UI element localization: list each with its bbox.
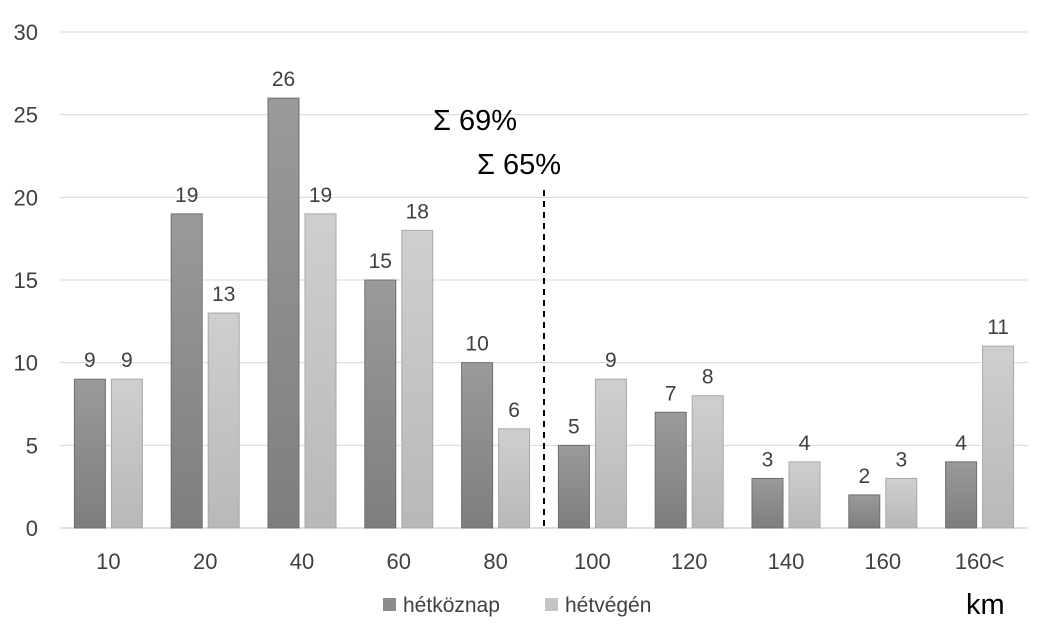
x-axis-unit-label: km (966, 589, 1005, 621)
data-label: 2 (858, 465, 870, 488)
bar-weekend (304, 213, 337, 529)
data-label: 3 (895, 448, 907, 471)
y-tick-label: 15 (14, 268, 38, 293)
y-axis-ticks: 0 5 10 15 20 25 30 (14, 20, 38, 541)
bar-weekend (110, 378, 143, 529)
data-label: 4 (955, 432, 967, 455)
y-tick-label: 20 (14, 185, 38, 210)
bar-weekday (945, 461, 978, 529)
data-label: 18 (406, 200, 429, 223)
y-tick-label: 30 (14, 20, 38, 45)
x-tick-label: 160 (864, 549, 901, 574)
x-tick-label: 140 (768, 549, 805, 574)
bar-weekend (788, 461, 821, 529)
data-label: 10 (465, 333, 488, 356)
annotation-sum-weekend: Σ 65% (477, 149, 561, 181)
bar-weekday (461, 362, 494, 529)
bar-weekend (691, 395, 724, 529)
data-label: 13 (212, 283, 235, 306)
bar-weekend (982, 345, 1015, 529)
bar-weekday (73, 378, 106, 529)
x-axis-ticks: 10 20 40 60 80 100 120 140 160 160< (96, 549, 1004, 574)
x-tick-label: 60 (387, 549, 411, 574)
legend-label-weekday: hétköznap (403, 594, 500, 617)
data-label: 3 (762, 448, 774, 471)
bar-weekday (170, 213, 203, 529)
legend: hétköznap hétvégén (383, 594, 651, 617)
bar-weekday (557, 444, 590, 529)
x-tick-label: 100 (574, 549, 611, 574)
x-tick-label: 40 (290, 549, 314, 574)
bar-weekday (848, 494, 881, 529)
legend-swatch-weekday (383, 598, 396, 611)
bar-weekend (401, 229, 434, 529)
x-tick-label: 160< (955, 549, 1005, 574)
y-tick-label: 10 (14, 351, 38, 376)
x-tick-label: 120 (671, 549, 708, 574)
x-tick-label: 10 (96, 549, 120, 574)
x-tick-label: 20 (193, 549, 217, 574)
data-label: 5 (568, 415, 580, 438)
bar-weekday (364, 279, 397, 529)
bars (73, 97, 1015, 529)
data-label: 26 (272, 68, 295, 91)
data-label: 8 (702, 366, 714, 389)
data-label: 19 (175, 184, 198, 207)
data-label: 9 (605, 349, 617, 372)
x-tick-label: 80 (483, 549, 507, 574)
legend-swatch-weekend (545, 598, 558, 611)
bar-weekend (498, 428, 531, 529)
data-label: 6 (508, 399, 520, 422)
bar-weekend (885, 477, 918, 529)
bar-weekday (751, 477, 784, 529)
bar-weekend (594, 378, 627, 529)
y-tick-label: 5 (26, 433, 38, 458)
data-label: 9 (84, 349, 96, 372)
data-label: 7 (665, 382, 677, 405)
y-tick-label: 0 (26, 516, 38, 541)
annotation-sum-weekday: Σ 69% (433, 105, 517, 137)
data-label: 11 (987, 316, 1009, 339)
data-label: 15 (369, 250, 392, 273)
data-label: 19 (309, 184, 332, 207)
bar-weekday (654, 411, 687, 529)
data-label: 9 (121, 349, 133, 372)
y-tick-label: 25 (14, 103, 38, 128)
bar-weekday (267, 97, 300, 529)
bar-weekend (207, 312, 240, 529)
data-labels: 9 9 19 13 26 19 15 18 10 6 5 9 7 8 3 4 2 3 4 11 (84, 68, 1009, 488)
legend-label-weekend: hétvégén (565, 594, 651, 617)
data-label: 4 (799, 432, 811, 455)
